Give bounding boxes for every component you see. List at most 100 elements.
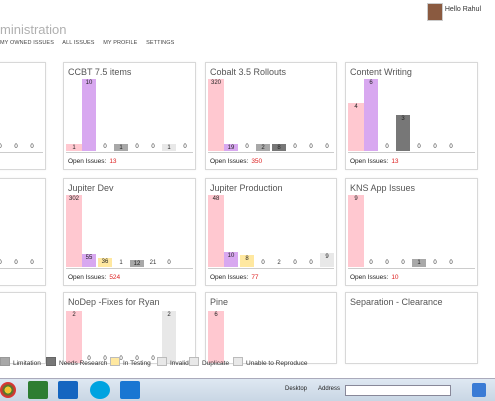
chart-bar[interactable]: 1 (162, 144, 176, 151)
open-issues-count[interactable]: 13 (109, 158, 117, 165)
bar-value: 55 (85, 255, 93, 261)
chart-bar[interactable]: 320 (208, 79, 224, 151)
bar-value: 0 (0, 144, 6, 150)
chart-bar[interactable]: 55 (82, 254, 96, 267)
open-issues-label: Open Issues: (350, 158, 389, 165)
chrome-icon[interactable] (0, 382, 16, 398)
project-card[interactable]: Content Writing 4 6 0 3 0 0 0 Open Issues: 13 (345, 62, 478, 170)
chart-bar[interactable]: 8 (272, 144, 286, 151)
project-card[interactable]: Separation - Clearance (345, 292, 478, 364)
chart-bar[interactable]: 6 (364, 79, 378, 151)
card-chart: 4 6 0 3 0 0 0 (348, 73, 475, 151)
legend: Limitation Needs Research In Testing Inv… (0, 354, 495, 368)
bar-value: 0 (293, 260, 297, 266)
card-divider (208, 268, 334, 269)
excel-icon[interactable] (28, 381, 48, 399)
notification-icon[interactable] (472, 383, 486, 397)
open-issues-count[interactable]: 77 (251, 274, 259, 281)
chart-bar[interactable]: 3 (396, 115, 410, 151)
card-title[interactable]: KNS App Issues (350, 183, 416, 193)
open-issues-count[interactable]: 524 (109, 274, 121, 281)
chart-bar[interactable]: 302 (66, 195, 82, 267)
avatar[interactable] (427, 3, 443, 21)
project-card[interactable]: KNS App Issues 9 0 0 0 1 0 0 Open Issues: 10 (345, 178, 478, 286)
project-card[interactable]: 0 0 0 0 (0, 178, 46, 286)
nav-my-owned-issues[interactable]: MY OWNED ISSUES (0, 40, 54, 46)
project-card[interactable]: Jupiter Dev 302 55 36 1 12 21 0 Open Issues: 524 (63, 178, 196, 286)
bar-value: 36 (101, 259, 109, 265)
chart-bar[interactable]: 4 (348, 103, 364, 151)
card-title[interactable]: CCBT 7.5 items (68, 67, 132, 77)
legend-item: Duplicate (189, 357, 229, 367)
card-divider (66, 268, 193, 269)
card-title[interactable]: Pine (210, 297, 229, 307)
address-input[interactable] (345, 385, 451, 396)
chart-bar[interactable]: 9 (348, 195, 364, 267)
project-card[interactable] (0, 292, 46, 364)
card-title[interactable]: Cobalt 3.5 Rollouts (210, 67, 287, 77)
project-card[interactable]: Cobalt 3.5 Rollouts 320 19 0 2 8 0 0 0 Open Issue… (205, 62, 337, 170)
skype-icon[interactable] (90, 381, 110, 399)
chart-bar[interactable]: 10 (224, 252, 238, 267)
project-card[interactable]: 0 0 0 0 (0, 62, 46, 170)
chart-bar[interactable]: 48 (208, 195, 224, 267)
open-issues: Open Issues: 77 (210, 274, 259, 281)
project-card[interactable]: Pine 6 (205, 292, 337, 364)
bar-value: 0 (369, 260, 373, 266)
chart-bar[interactable]: 10 (82, 79, 96, 151)
open-issues: Open Issues: 13 (350, 158, 399, 165)
bar-value: 0 (151, 144, 155, 150)
open-issues-count[interactable]: 10 (391, 274, 399, 281)
main-nav: MY OWNED ISSUES ALL ISSUES MY PROFILE SE… (0, 40, 181, 46)
bar-value: 48 (212, 196, 220, 202)
chart-bar[interactable]: 1 (66, 144, 82, 151)
project-card[interactable]: NoDep -Fixes for Ryan 2 0 0 0 0 0 2 (63, 292, 196, 364)
bar-value: 302 (68, 196, 79, 202)
outlook-icon[interactable] (58, 381, 78, 399)
card-title[interactable]: Jupiter Dev (68, 183, 114, 193)
chart-bar[interactable]: 6 (208, 311, 224, 363)
bar-value: 2 (261, 145, 265, 151)
open-issues-label: Open Issues: (210, 158, 249, 165)
nav-settings[interactable]: SETTINGS (146, 40, 175, 46)
legend-label: In Testing (123, 360, 151, 367)
card-title[interactable]: Separation - Clearance (350, 297, 443, 307)
bar-value: 0 (135, 144, 139, 150)
project-card[interactable]: CCBT 7.5 items 1 10 0 1 0 0 1 0 Open Issues: 13 (63, 62, 196, 170)
project-card[interactable]: Jupiter Production48108020090Open Issues… (205, 178, 337, 286)
chart-bar[interactable]: 1 (114, 144, 128, 151)
card-divider (0, 268, 43, 269)
chart-bar[interactable]: 19 (224, 144, 238, 151)
open-issues-count[interactable]: 13 (391, 158, 399, 165)
card-title[interactable]: Jupiter Production (210, 183, 283, 193)
chart-bar[interactable]: 2 (66, 311, 82, 363)
chart-bar[interactable]: 8 (240, 255, 254, 267)
nav-my-profile[interactable]: MY PROFILE (103, 40, 138, 46)
nav-all-issues[interactable]: ALL ISSUES (62, 40, 95, 46)
bar-value: 0 (309, 260, 313, 266)
card-title[interactable]: NoDep -Fixes for Ryan (68, 297, 160, 307)
bar-value: 0 (14, 260, 18, 266)
card-divider (348, 152, 475, 153)
chart-bar[interactable]: 12 (130, 260, 144, 267)
chart-bar[interactable]: 2 (256, 144, 270, 151)
chart-bar[interactable]: 9 (320, 253, 334, 267)
bar-value: 0 (103, 144, 107, 150)
bar-value: 10 (85, 80, 93, 86)
legend-item: Needs Research (46, 357, 107, 367)
task-app-icon[interactable] (120, 381, 140, 399)
legend-item: Invalid (157, 357, 189, 367)
desktop-label[interactable]: Desktop (285, 386, 308, 392)
legend-item: In Testing (110, 357, 151, 367)
bar-value: 1 (119, 145, 123, 151)
card-chart: 302 55 36 1 12 21 0 (66, 189, 193, 267)
chart-bar[interactable]: 2 (162, 311, 176, 363)
bar-value: 0 (245, 144, 249, 150)
card-title[interactable]: Content Writing (350, 67, 412, 77)
chart-bar[interactable]: 36 (98, 258, 112, 267)
bar-value: 1 (119, 260, 123, 266)
open-issues-count[interactable]: 350 (251, 158, 263, 165)
chart-bar[interactable]: 1 (412, 259, 426, 267)
card-chart: 9 0 0 0 1 0 0 (348, 189, 475, 267)
bar-value: 8 (245, 256, 249, 262)
